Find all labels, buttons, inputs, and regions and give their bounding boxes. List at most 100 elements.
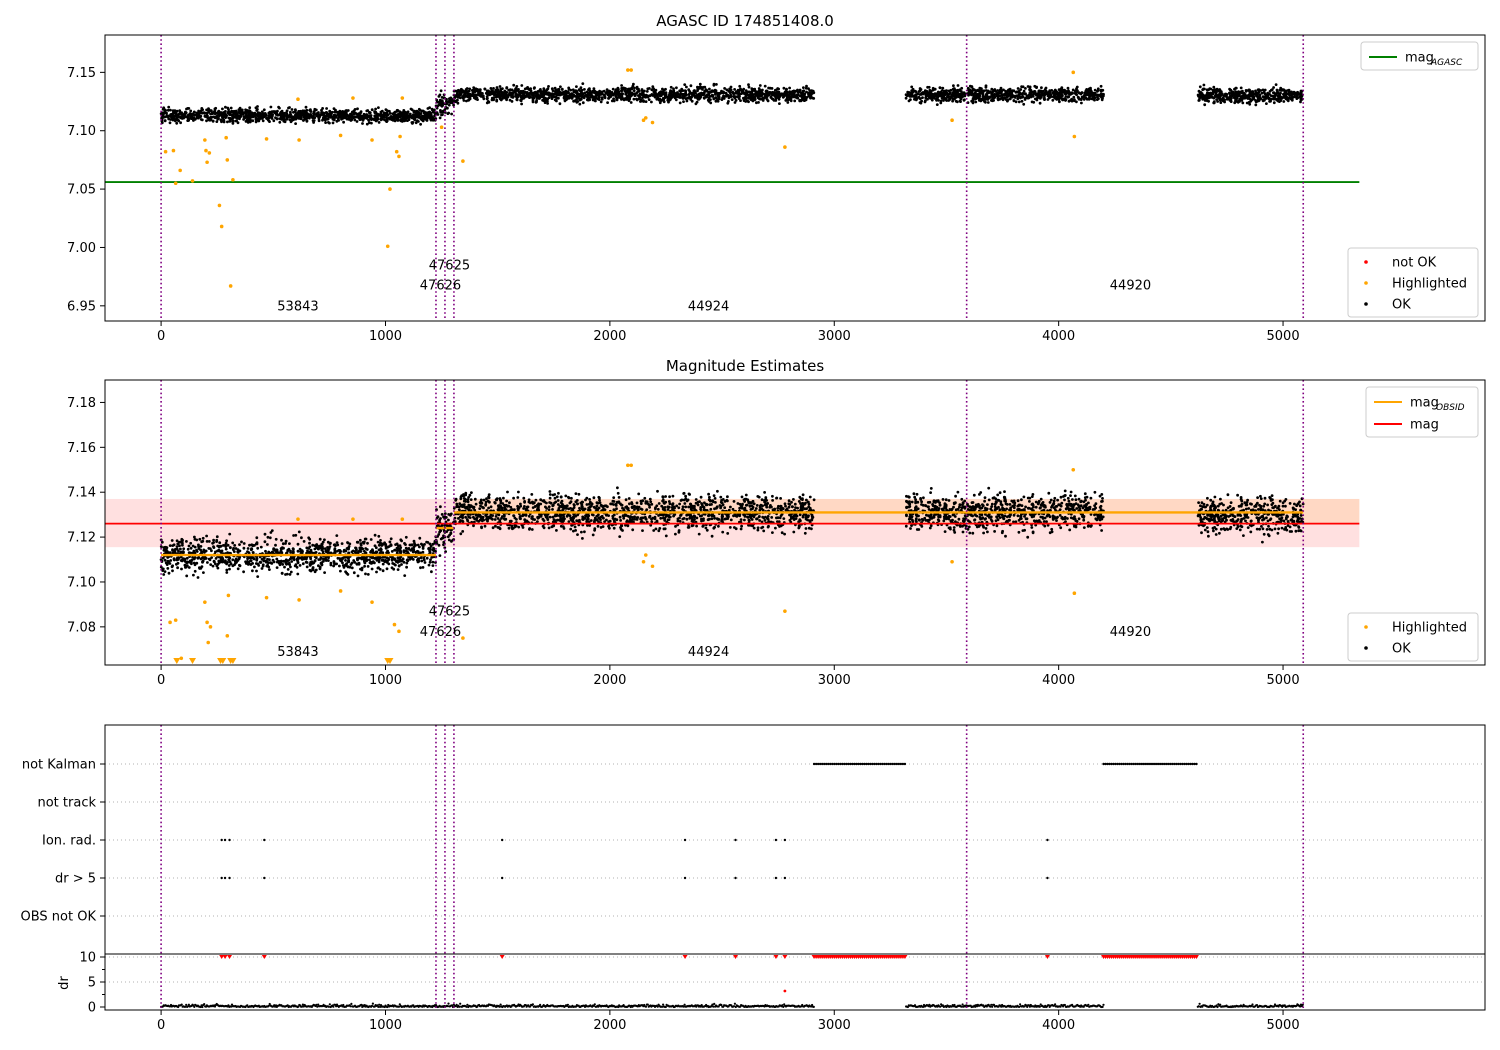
- ok-point: [581, 82, 585, 85]
- ok-point: [357, 112, 361, 115]
- ok-point: [599, 100, 603, 104]
- ok-point: [403, 574, 407, 577]
- ok-point: [622, 87, 626, 90]
- ok-point: [1067, 99, 1071, 103]
- ok-point: [523, 87, 527, 91]
- ok-point: [440, 96, 444, 99]
- x-tick-label: 4000: [1042, 329, 1075, 344]
- ok-point: [328, 545, 332, 548]
- ok-point: [1057, 95, 1061, 99]
- ok-point: [544, 89, 548, 93]
- ok-point: [1228, 91, 1231, 95]
- highlighted-point: [205, 160, 209, 165]
- ok-point: [399, 546, 403, 549]
- ok-point: [761, 88, 764, 92]
- ok-point: [248, 116, 252, 119]
- ok-point: [1215, 90, 1218, 94]
- ok-point: [228, 532, 232, 536]
- ok-point: [228, 546, 232, 549]
- ok-point: [294, 122, 297, 125]
- ok-point: [381, 558, 385, 562]
- ok-point: [256, 575, 260, 578]
- ok-point: [267, 565, 271, 569]
- ok-point: [323, 571, 326, 574]
- ok-point: [1033, 97, 1037, 101]
- ok-point: [1000, 97, 1004, 101]
- ok-point: [762, 92, 766, 96]
- ok-point: [1284, 95, 1288, 99]
- obsid-label: 47625: [429, 259, 470, 274]
- highlighted-point: [171, 148, 176, 153]
- ok-point: [1209, 93, 1213, 96]
- ok-point: [413, 542, 416, 545]
- ok-point: [428, 560, 432, 564]
- ok-point: [210, 556, 214, 559]
- ok-point: [786, 101, 790, 104]
- ok-point: [272, 119, 276, 123]
- ok-point: [916, 92, 919, 96]
- ok-point: [1067, 95, 1071, 99]
- ok-point: [1242, 96, 1246, 100]
- ok-point: [196, 116, 200, 120]
- ok-point: [739, 92, 743, 95]
- ok-point: [1048, 93, 1052, 97]
- ok-point: [547, 85, 550, 88]
- ok-point: [361, 119, 365, 122]
- ok-point: [581, 101, 585, 105]
- ok-point: [795, 93, 799, 97]
- ok-point: [528, 91, 532, 95]
- ok-point: [515, 98, 519, 102]
- ok-point: [1275, 98, 1279, 102]
- ok-point: [255, 113, 259, 116]
- ok-point: [579, 89, 583, 93]
- ok-point: [175, 545, 179, 548]
- ok-point: [246, 110, 250, 114]
- ok-point: [311, 115, 315, 119]
- ok-point: [327, 121, 330, 124]
- ok-point: [808, 89, 812, 92]
- ok-point: [173, 549, 177, 553]
- ok-point: [214, 557, 218, 560]
- ok-point: [356, 574, 360, 578]
- ok-point: [278, 120, 282, 124]
- ok-point: [581, 92, 585, 95]
- ok-point: [770, 87, 774, 90]
- ok-point: [519, 98, 522, 102]
- ok-point: [377, 543, 381, 547]
- ok-point: [949, 88, 953, 92]
- ok-point: [643, 95, 647, 99]
- ok-point: [698, 92, 701, 96]
- ok-point: [409, 114, 413, 118]
- ok-point: [1053, 96, 1056, 100]
- ok-point: [370, 567, 374, 571]
- ok-point: [334, 544, 337, 548]
- ok-point: [292, 534, 295, 537]
- ok-point: [221, 107, 224, 111]
- ok-point: [189, 109, 193, 113]
- ok-point: [237, 557, 241, 561]
- ok-point: [287, 106, 290, 110]
- ok-point: [415, 119, 419, 123]
- ok-point: [1241, 89, 1244, 93]
- ok-point: [940, 89, 944, 92]
- ok-point: [575, 100, 579, 104]
- ok-point: [226, 120, 229, 124]
- ok-point: [255, 557, 259, 561]
- ok-point: [960, 86, 964, 90]
- ok-point: [172, 543, 176, 547]
- ok-point: [586, 96, 590, 99]
- ok-point: [185, 556, 189, 560]
- ok-point: [785, 92, 789, 96]
- ok-point: [294, 563, 298, 567]
- ok-point: [796, 88, 799, 92]
- ok-point: [1296, 96, 1300, 100]
- ok-point: [288, 113, 292, 116]
- ok-point: [428, 110, 431, 114]
- ok-point: [212, 541, 216, 544]
- ok-point: [1299, 97, 1303, 100]
- highlighted-point: [225, 158, 230, 162]
- ok-point: [169, 108, 172, 112]
- ok-point: [422, 116, 426, 120]
- ok-point: [776, 92, 780, 96]
- ok-point: [234, 109, 238, 113]
